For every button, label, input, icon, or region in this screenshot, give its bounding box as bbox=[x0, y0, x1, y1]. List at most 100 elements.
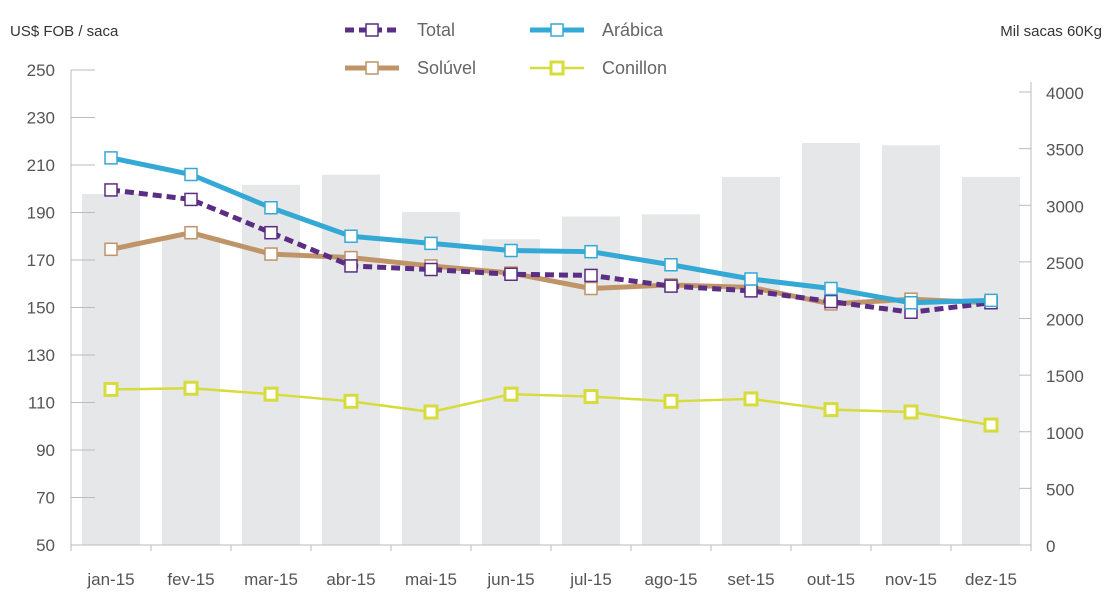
right-axis-title: Mil sacas 60Kg bbox=[1000, 23, 1102, 40]
point-conillon-abr-15 bbox=[343, 393, 359, 409]
point-soluvel-jul-15 bbox=[584, 281, 598, 296]
point-soluvel-mar-15 bbox=[264, 247, 278, 261]
right-tick-label: 1000 bbox=[1046, 424, 1084, 443]
left-tick-label: 110 bbox=[28, 394, 55, 413]
point-conillon-mai-15 bbox=[423, 404, 439, 420]
right-tick-label: 3500 bbox=[1046, 141, 1084, 160]
point-conillon-jul-15 bbox=[583, 389, 599, 405]
right-tick-label: 1500 bbox=[1046, 367, 1084, 386]
volume-bar-dez-15 bbox=[962, 176, 1020, 545]
volume-bar-nov-15 bbox=[882, 145, 940, 546]
point-conillon-out-15 bbox=[823, 402, 839, 418]
x-tick-label: abr-15 bbox=[326, 570, 375, 589]
x-tick-label: fev-15 bbox=[167, 570, 214, 589]
point-soluvel-jan-15 bbox=[104, 242, 118, 257]
left-tick-label: 50 bbox=[36, 536, 55, 555]
volume-bar-jul-15 bbox=[562, 216, 620, 545]
point-total-mar-15 bbox=[264, 225, 278, 240]
point-arabica-mar-15 bbox=[264, 201, 278, 215]
legend-item-soluvel: Solúvel bbox=[345, 58, 476, 78]
point-total-jul-15 bbox=[584, 268, 598, 283]
legend: Total Arábica Solúvel Conillon bbox=[345, 20, 667, 78]
point-arabica-out-15 bbox=[824, 281, 838, 296]
point-arabica-nov-15 bbox=[904, 296, 918, 310]
series-arabica bbox=[104, 151, 998, 310]
left-tick-label: 130 bbox=[27, 346, 55, 365]
price-lines bbox=[103, 151, 999, 433]
x-tick-label: jul-15 bbox=[569, 570, 612, 589]
series-line-conillon bbox=[110, 387, 992, 427]
point-total-set-15 bbox=[744, 284, 758, 298]
x-tick-label: mai-15 bbox=[405, 570, 457, 589]
point-conillon-fev-15 bbox=[183, 380, 199, 396]
series-total bbox=[104, 183, 998, 319]
legend-label: Solúvel bbox=[417, 58, 476, 78]
point-total-ago-15 bbox=[664, 279, 678, 293]
right-tick-label: 2500 bbox=[1046, 254, 1084, 273]
point-conillon-nov-15 bbox=[903, 404, 919, 420]
point-soluvel-fev-15 bbox=[184, 225, 198, 240]
point-conillon-jan-15 bbox=[103, 381, 119, 397]
point-total-abr-15 bbox=[344, 259, 358, 273]
point-total-jun-15 bbox=[504, 267, 518, 281]
left-tick-label: 170 bbox=[27, 251, 55, 270]
point-arabica-fev-15 bbox=[184, 167, 198, 182]
point-conillon-jun-15 bbox=[503, 386, 519, 402]
point-total-mai-15 bbox=[424, 262, 438, 277]
legend-label: Total bbox=[417, 20, 455, 40]
left-tick-label: 190 bbox=[27, 204, 55, 223]
right-tick-label: 500 bbox=[1046, 480, 1074, 499]
x-tick-label: set-15 bbox=[727, 570, 774, 589]
series-conillon bbox=[103, 380, 999, 433]
x-tick-label: mar-15 bbox=[244, 570, 298, 589]
x-tick-label: out-15 bbox=[807, 570, 855, 589]
x-tick-label: jan-15 bbox=[86, 570, 134, 589]
x-tick-label: jun-15 bbox=[486, 570, 534, 589]
legend-label: Conillon bbox=[602, 58, 667, 78]
point-arabica-jun-15 bbox=[504, 243, 518, 258]
left-tick-label: 150 bbox=[27, 299, 55, 318]
left-tick-label: 230 bbox=[27, 109, 55, 128]
point-arabica-mai-15 bbox=[424, 236, 438, 251]
legend-item-total: Total bbox=[345, 20, 455, 40]
volume-bars bbox=[82, 142, 1020, 546]
right-tick-label: 3000 bbox=[1046, 197, 1084, 216]
legend-swatch-marker bbox=[365, 23, 379, 37]
point-arabica-abr-15 bbox=[344, 229, 358, 243]
right-tick-label: 2000 bbox=[1046, 311, 1084, 330]
x-tick-label: dez-15 bbox=[965, 570, 1017, 589]
left-tick-label: 70 bbox=[36, 489, 55, 508]
legend-swatch-marker bbox=[365, 61, 379, 75]
point-arabica-set-15 bbox=[744, 272, 758, 286]
left-tick-label: 250 bbox=[27, 61, 55, 80]
x-tick-label: nov-15 bbox=[885, 570, 937, 589]
legend-swatch-marker bbox=[550, 23, 564, 37]
point-total-out-15 bbox=[824, 294, 838, 309]
point-arabica-jan-15 bbox=[104, 151, 118, 165]
volume-bar-out-15 bbox=[802, 142, 860, 545]
x-tick-label: ago-15 bbox=[645, 570, 698, 589]
left-tick-label: 210 bbox=[27, 156, 55, 175]
legend-swatch-marker bbox=[549, 60, 565, 76]
legend-item-conillon: Conillon bbox=[530, 58, 667, 78]
point-total-fev-15 bbox=[184, 192, 198, 207]
point-conillon-mar-15 bbox=[263, 386, 279, 402]
axes: 5070901101301501701902102302500500100015… bbox=[27, 61, 1084, 589]
point-arabica-ago-15 bbox=[664, 258, 678, 272]
volume-bar-set-15 bbox=[722, 176, 780, 545]
point-conillon-set-15 bbox=[743, 391, 759, 407]
left-tick-label: 90 bbox=[36, 441, 55, 460]
legend-label: Arábica bbox=[602, 20, 664, 40]
point-total-jan-15 bbox=[104, 183, 118, 197]
point-arabica-jul-15 bbox=[584, 244, 598, 259]
point-conillon-dez-15 bbox=[983, 417, 999, 433]
right-tick-label: 0 bbox=[1046, 537, 1055, 556]
series-line-total bbox=[110, 187, 992, 315]
legend-item-arabica: Arábica bbox=[530, 20, 664, 40]
series-line-arabica bbox=[110, 155, 992, 306]
volume-bar-mar-15 bbox=[242, 184, 300, 546]
left-axis-title: US$ FOB / saca bbox=[10, 23, 119, 40]
point-arabica-dez-15 bbox=[984, 293, 998, 308]
right-tick-label: 4000 bbox=[1046, 84, 1084, 103]
